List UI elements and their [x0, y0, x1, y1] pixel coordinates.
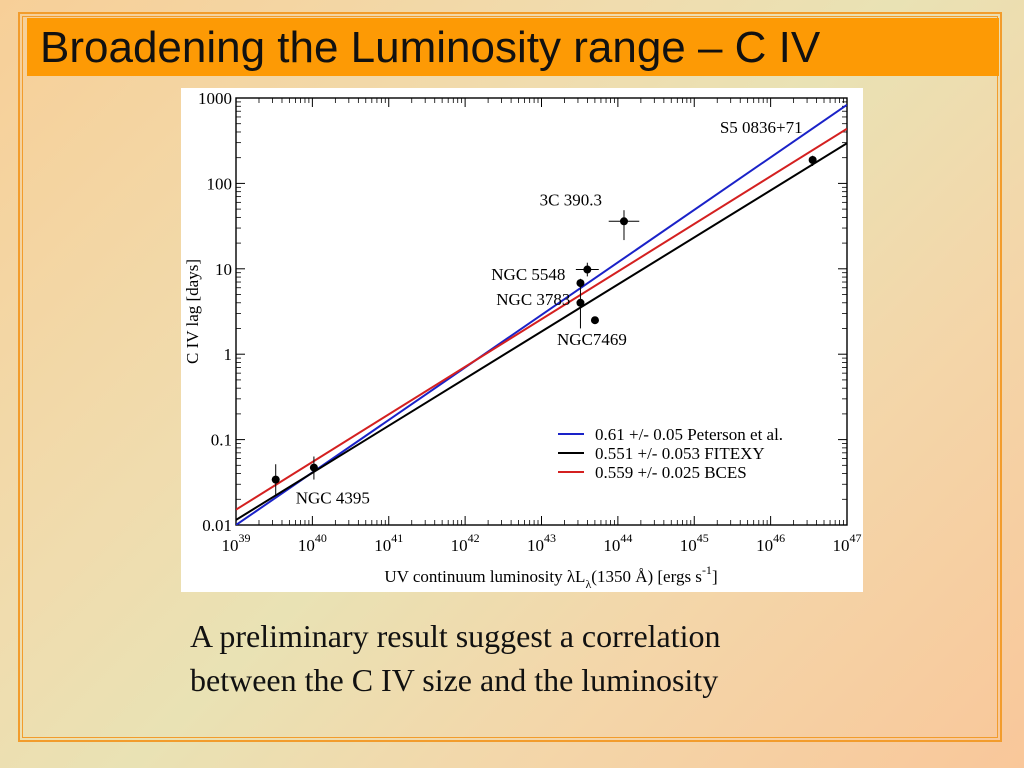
x-tick-label: 1041 — [374, 531, 403, 555]
x-tick-base: 10 — [222, 536, 239, 555]
data-point — [309, 463, 318, 472]
x-tick-base: 10 — [833, 536, 850, 555]
x-axis-label-part: UV continuum luminosity λL — [384, 567, 585, 586]
y-tick-label: 0.1 — [211, 431, 232, 450]
x-tick-label: 1046 — [756, 531, 785, 555]
x-tick-exponent: 47 — [850, 531, 862, 545]
x-tick-exponent: 40 — [315, 531, 327, 545]
x-tick-exponent: 39 — [239, 531, 251, 545]
y-tick-label: 10 — [215, 260, 232, 279]
x-axis-label-part: ] — [712, 567, 718, 586]
data-point — [808, 155, 817, 164]
x-tick-base: 10 — [374, 536, 391, 555]
fit-line — [236, 127, 847, 511]
point-annotation: NGC 3783 — [496, 290, 570, 309]
x-tick-label: 1043 — [527, 531, 556, 555]
x-axis-label-part: λ — [585, 577, 591, 591]
data-point — [576, 298, 585, 307]
x-tick-exponent: 41 — [391, 531, 403, 545]
x-tick-exponent: 46 — [773, 531, 785, 545]
point-annotation: NGC 4395 — [296, 489, 370, 508]
data-point — [590, 316, 599, 325]
data-point — [619, 217, 628, 226]
caption-line-2: between the C IV size and the luminosity — [190, 662, 719, 698]
x-tick-exponent: 45 — [697, 531, 709, 545]
x-tick-base: 10 — [527, 536, 544, 555]
x-axis-label-part: (1350 Å) [ergs s — [591, 567, 702, 586]
x-tick-base: 10 — [680, 536, 697, 555]
x-tick-base: 10 — [298, 536, 315, 555]
point-annotation: NGC7469 — [557, 330, 627, 349]
x-tick-label: 1042 — [451, 531, 480, 555]
data-point — [271, 475, 280, 484]
x-tick-label: 1039 — [222, 531, 251, 555]
point-annotation: S5 0836+71 — [720, 118, 803, 137]
data-point — [576, 279, 585, 288]
slide-caption: A preliminary result suggest a correlati… — [190, 614, 870, 702]
y-tick-label: 100 — [207, 174, 233, 193]
x-tick-base: 10 — [756, 536, 773, 555]
point-annotation: 3C 390.3 — [540, 190, 602, 209]
x-axis-label: UV continuum luminosity λLλ(1350 Å) [erg… — [384, 563, 717, 591]
x-axis-label-part: -1 — [702, 563, 712, 577]
y-tick-label: 0.01 — [202, 516, 232, 535]
x-tick-exponent: 43 — [544, 531, 556, 545]
x-tick-label: 1040 — [298, 531, 327, 555]
y-tick-label: 1 — [224, 345, 233, 364]
caption-line-1: A preliminary result suggest a correlati… — [190, 618, 721, 654]
legend-label: 0.559 +/- 0.025 BCES — [595, 463, 747, 482]
y-axis-label: C IV lag [days] — [183, 259, 202, 364]
legend-label: 0.61 +/- 0.05 Peterson et al. — [595, 425, 783, 444]
fit-line — [236, 142, 847, 521]
x-tick-exponent: 42 — [468, 531, 480, 545]
x-tick-label: 1047 — [833, 531, 862, 555]
x-tick-label: 1044 — [603, 531, 632, 555]
slide-outer-border — [18, 12, 1002, 742]
y-tick-label: 1000 — [198, 89, 232, 108]
x-tick-base: 10 — [603, 536, 620, 555]
data-point — [583, 265, 592, 274]
x-tick-base: 10 — [451, 536, 468, 555]
title-bar — [27, 18, 999, 76]
point-annotation: NGC 5548 — [491, 265, 565, 284]
slide-title: Broadening the Luminosity range – C IV — [40, 23, 821, 72]
legend-label: 0.551 +/- 0.053 FITEXY — [595, 444, 765, 463]
fit-line — [236, 104, 847, 525]
chart-svg: 1039 1040 1041 1042 1043 1044 1045 1046 10470.01… — [183, 89, 862, 591]
x-tick-label: 1045 — [680, 531, 709, 555]
chart-panel: 1039 1040 1041 1042 1043 1044 1045 1046 1047 0.01… — [181, 88, 863, 592]
x-tick-exponent: 44 — [620, 531, 632, 545]
slide-inner-border — [22, 16, 998, 738]
